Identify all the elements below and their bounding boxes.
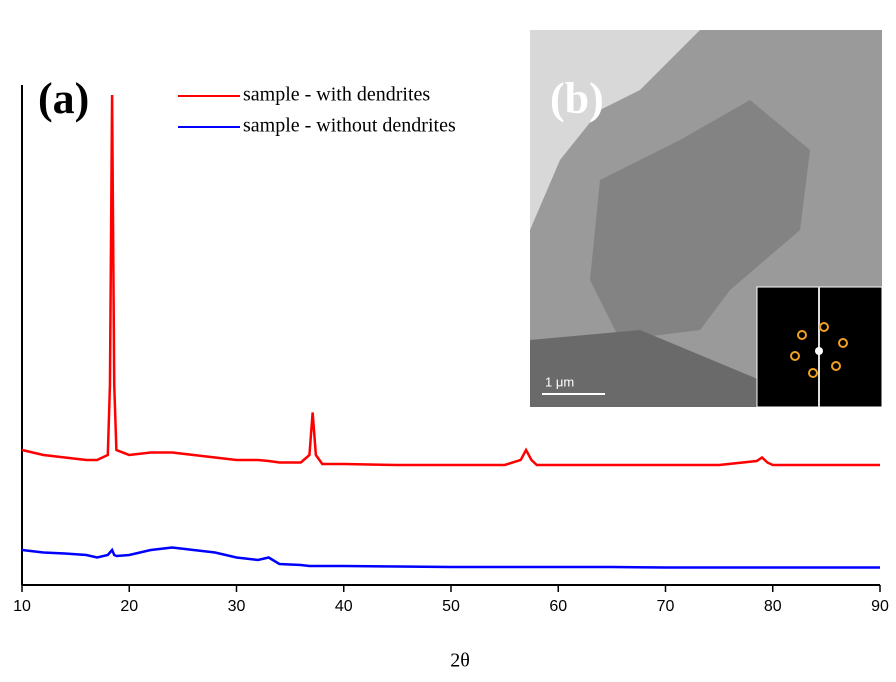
x-tick-label: 70 (657, 598, 675, 615)
x-tick-label: 40 (335, 598, 353, 615)
x-tick-label: 60 (549, 598, 567, 615)
tem-background (530, 30, 700, 230)
x-axis-label: 2θ (450, 650, 470, 672)
panel-label: (b) (550, 74, 604, 123)
data-line (21, 94, 880, 467)
central-spot (815, 347, 823, 355)
x-tick-label: 10 (13, 598, 31, 615)
tem-dendrite (590, 100, 810, 340)
x-tick-label: 80 (764, 598, 782, 615)
x-tick-label: 90 (871, 598, 889, 615)
diffraction-spots (790, 322, 848, 378)
legend-label: sample - with dendrites (243, 84, 430, 106)
legend-label: sample - without dendrites (243, 115, 456, 137)
scale-label: 1 μm (545, 374, 574, 389)
x-tick-label: 50 (442, 598, 460, 615)
panel-label: (a) (38, 74, 89, 123)
data-line (21, 546, 880, 569)
x-tick-label: 30 (228, 598, 246, 615)
tem-shadow (530, 330, 760, 407)
x-tick-label: 20 (120, 598, 138, 615)
